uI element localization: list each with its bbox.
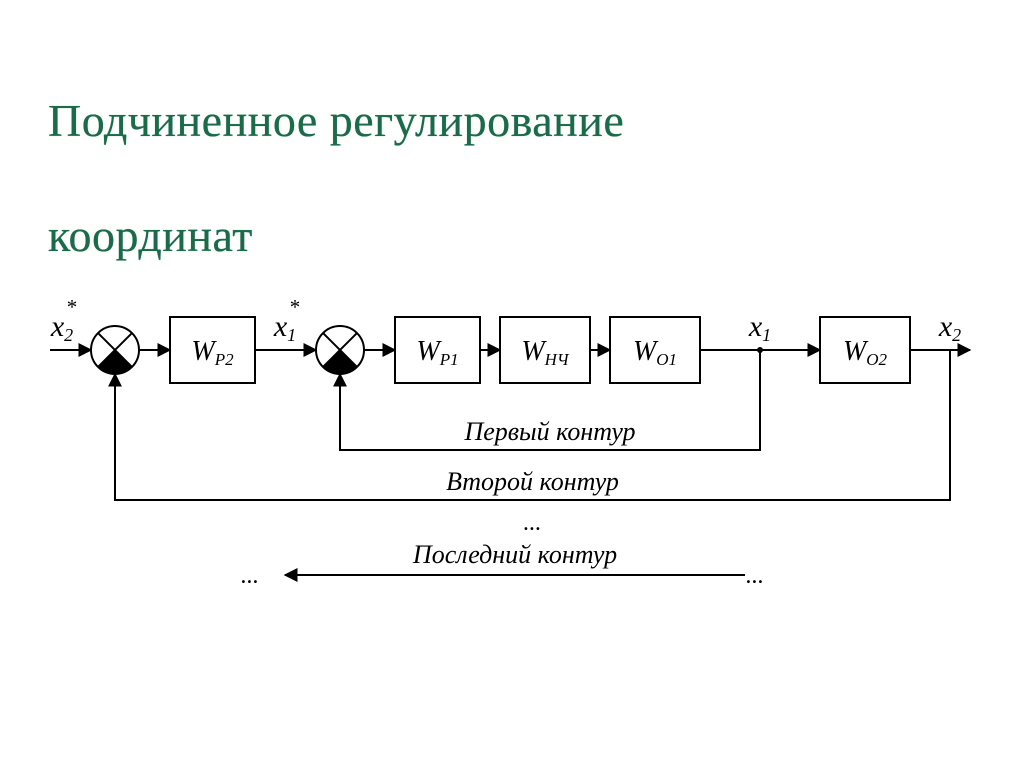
label-loop-second: Второй контур [446,467,619,496]
title-line2: координат [48,210,253,261]
label-loop-last: Последний контур [412,540,617,569]
page-title: Подчиненное регулирование координат [48,34,624,264]
svg-text:*: * [67,295,78,319]
title-line1: Подчиненное регулирование [48,95,624,146]
svg-text:*: * [290,295,301,319]
ellipsis-right: ... [746,563,764,589]
signal-x2: x2 [938,310,961,345]
block-diagram: WР2WР1WНЧWО1WО2x2*x1*x1x2Первый контурВт… [40,275,984,675]
ellipsis-left: ... [241,563,259,589]
ellipsis-mid: ... [524,510,542,536]
label-loop-first: Первый контур [463,417,635,446]
signal-x1: x1 [748,310,771,345]
